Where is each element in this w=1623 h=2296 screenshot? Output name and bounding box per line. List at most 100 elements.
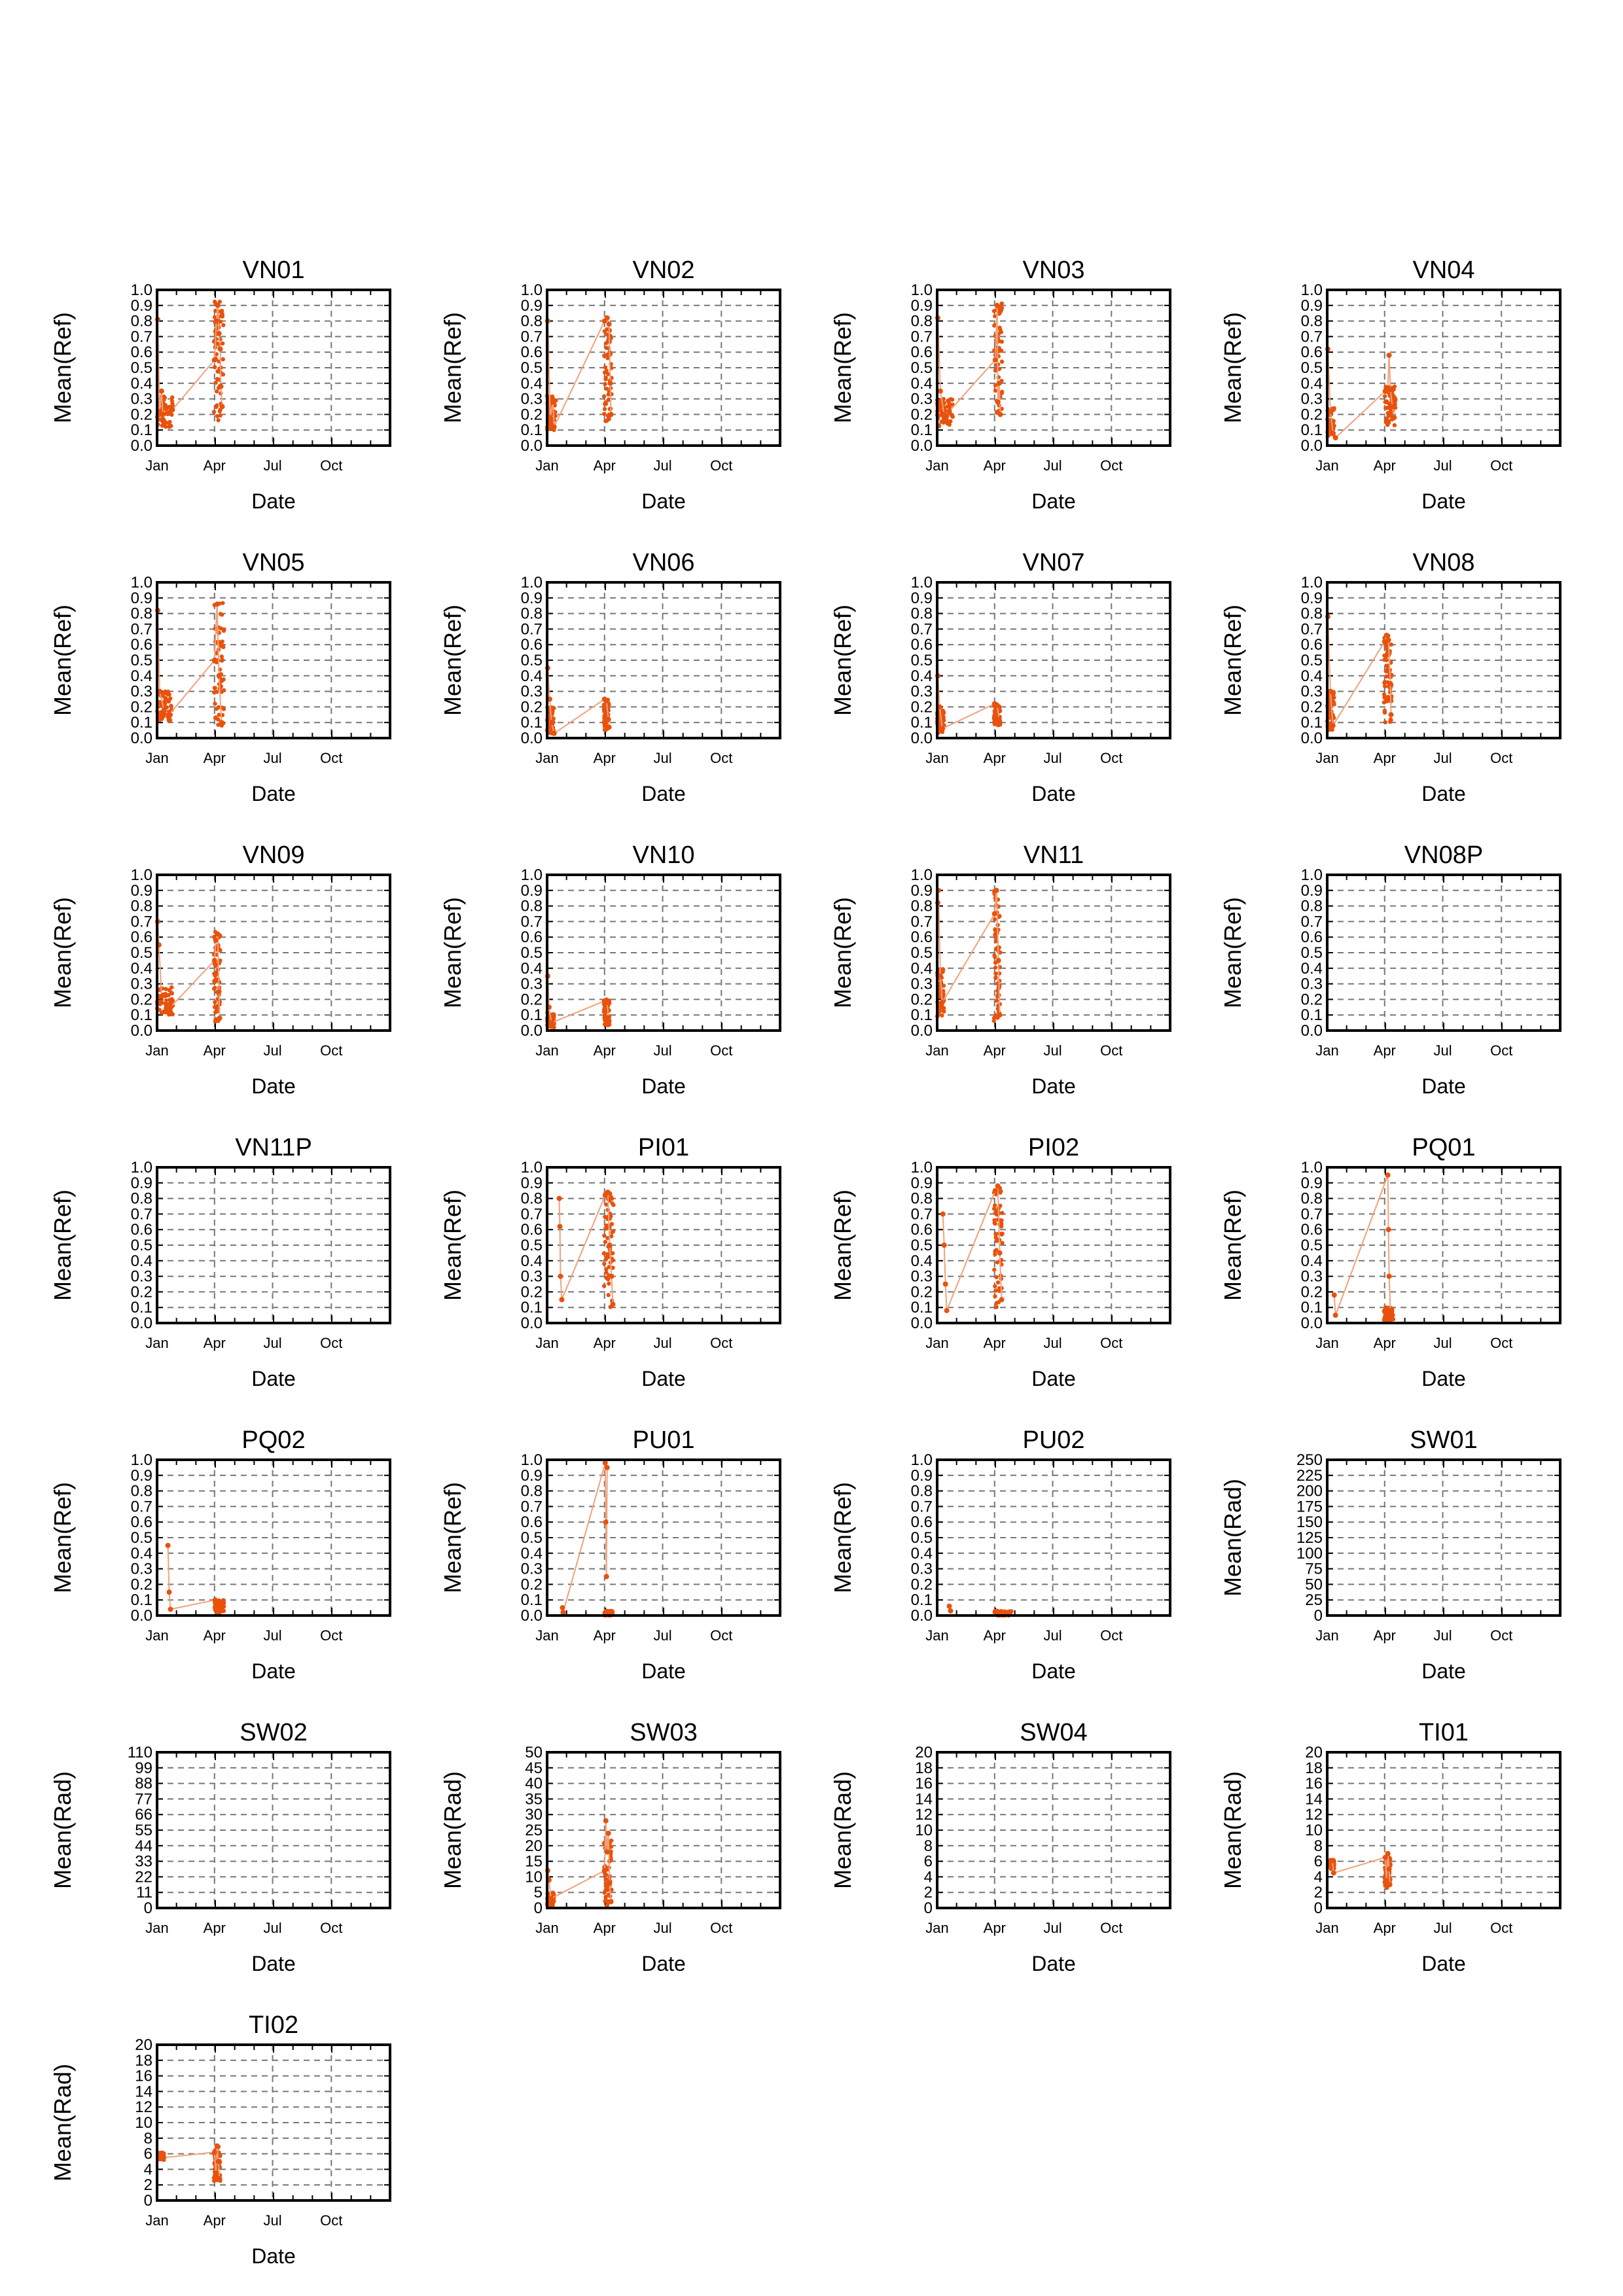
data-point [211, 658, 217, 663]
subplot-vn03: 0.00.10.20.30.40.50.60.70.80.91.0 Jan Apr J… [829, 256, 1171, 513]
data-point [215, 341, 220, 346]
y-tick-label: 0.3 [521, 683, 543, 701]
data-point [213, 1000, 217, 1004]
data-point [940, 1211, 946, 1217]
plot-frame [156, 581, 391, 739]
plot-frame [546, 1751, 781, 1909]
x-tick-label: Jan [1315, 457, 1338, 474]
data-point [609, 1195, 613, 1199]
x-tick-label: Apr [1374, 1920, 1396, 1936]
data-point [939, 409, 944, 414]
plot-frame [936, 874, 1171, 1032]
y-axis-label: Mean(Ref) [1219, 897, 1246, 1008]
y-tick-label: 8 [924, 1837, 933, 1855]
chart-title: VN11P [235, 1134, 312, 1161]
x-axis-label: Date [1421, 1074, 1466, 1098]
data-point [609, 1273, 615, 1279]
data-point [558, 1273, 563, 1279]
x-tick-label: Jan [145, 1920, 168, 1936]
data-point [948, 1608, 954, 1614]
y-tick-label: 0.1 [911, 714, 933, 732]
y-tick-label: 45 [525, 1759, 543, 1777]
data-point [1385, 419, 1389, 424]
data-series [1325, 346, 1398, 441]
y-axis-label: Mean(Rad) [829, 1771, 856, 1889]
y-tick-label: 50 [1305, 1576, 1323, 1593]
data-point [609, 1234, 614, 1239]
x-tick-label: Apr [1374, 1042, 1396, 1059]
data-point [212, 315, 217, 319]
y-tick-label: 0.5 [521, 652, 543, 669]
x-axis-label: Date [1421, 782, 1466, 805]
data-point [994, 1608, 999, 1614]
data-point [991, 911, 997, 917]
x-tick-label: Jul [1433, 457, 1452, 474]
y-tick-label: 0.7 [1301, 913, 1323, 930]
x-tick-label: Apr [204, 750, 226, 766]
data-point [603, 1239, 608, 1245]
y-axis-label: Mean(Ref) [829, 897, 856, 1008]
y-tick-label: 0.9 [911, 1467, 933, 1485]
data-point [217, 409, 222, 414]
y-tick-label: 0.1 [911, 421, 933, 439]
x-tick-label: Oct [1490, 750, 1512, 766]
y-tick-label: 0.5 [131, 652, 152, 669]
y-axis-label: Mean(Ref) [439, 1190, 466, 1301]
chart-title: VN06 [632, 549, 694, 576]
data-point [607, 1265, 611, 1269]
y-tick-label: 0.4 [911, 960, 933, 978]
data-point [603, 381, 607, 387]
data-point [939, 1000, 945, 1006]
data-point [601, 394, 607, 398]
y-tick-label: 100 [1296, 1545, 1323, 1563]
grid [1327, 290, 1560, 446]
y-tick-label: 6 [924, 1853, 933, 1871]
grid [547, 1752, 780, 1908]
data-point [217, 309, 223, 314]
data-point [1385, 637, 1391, 643]
data-point [1382, 1854, 1388, 1860]
y-tick-label: 0.2 [1301, 991, 1323, 1008]
data-point [602, 1460, 608, 1466]
data-point [218, 383, 224, 389]
y-tick-label: 0.1 [1301, 714, 1323, 732]
y-tick-label: 0.9 [131, 1174, 152, 1192]
y-tick-label: 11 [136, 1884, 152, 1901]
y-tick-label: 0.3 [521, 1561, 543, 1578]
y-tick-label: 0.7 [911, 913, 933, 930]
data-point [602, 412, 607, 416]
data-point [211, 357, 217, 363]
data-point [941, 983, 946, 988]
y-tick-label: 0.1 [911, 1591, 933, 1609]
y-tick-label: 0.8 [911, 605, 933, 623]
data-point [604, 1202, 609, 1207]
grid [1327, 875, 1560, 1031]
data-point [603, 365, 608, 370]
y-tick-label: 1.0 [131, 1451, 152, 1469]
data-point [158, 388, 164, 394]
subplot-vn02: 0.00.10.20.30.40.50.60.70.80.91.0 Jan Apr J… [439, 256, 781, 513]
plot-frame [1326, 1751, 1561, 1909]
data-point [221, 341, 225, 346]
data-point [603, 1519, 609, 1525]
data-point [213, 1017, 218, 1021]
y-tick-label: 4 [144, 2161, 152, 2178]
x-axis-label: Date [1031, 1367, 1076, 1390]
data-point [944, 1307, 950, 1313]
data-point [218, 319, 223, 324]
y-tick-label: 0.3 [521, 391, 543, 408]
x-tick-label: Oct [1490, 1627, 1512, 1644]
y-tick-label: 0.2 [521, 991, 543, 1008]
series-line [157, 305, 223, 417]
subplot-vn05: 0.00.10.20.30.40.50.60.70.80.91.0 Jan Apr J… [49, 549, 391, 805]
data-point [1383, 1305, 1388, 1310]
plot-frame [1326, 581, 1561, 739]
y-tick-label: 1.0 [911, 1159, 933, 1176]
y-tick-label: 16 [1305, 1775, 1323, 1793]
y-tick-label: 0.9 [1301, 297, 1323, 315]
x-tick-label: Oct [1100, 1042, 1122, 1059]
y-tick-label: 0.8 [911, 898, 933, 915]
data-point [213, 318, 219, 324]
